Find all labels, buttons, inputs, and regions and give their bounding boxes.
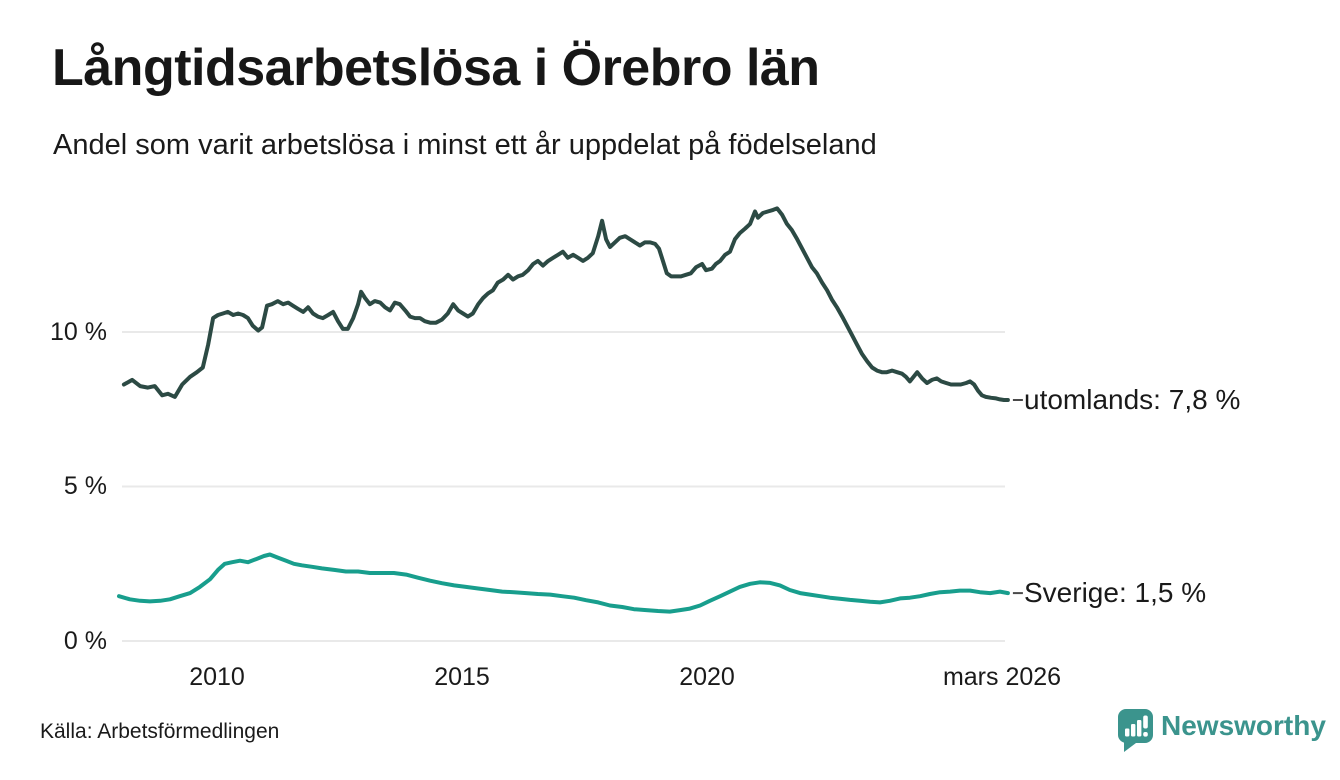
chart-subtitle: Andel som varit arbetslösa i minst ett å… — [53, 129, 877, 161]
x-axis-tick-2020: 2020 — [679, 663, 735, 691]
y-axis-tick-0: 0 % — [63, 627, 107, 655]
series-label-utomlands: utomlands: 7,8 % — [1024, 384, 1241, 415]
x-axis-tick-2015: 2015 — [434, 663, 490, 691]
newsworthy-brand: Newsworthy — [1117, 708, 1326, 753]
source-note: Källa: Arbetsförmedlingen — [40, 720, 280, 743]
page-title: Långtidsarbetslösa i Örebro län — [52, 39, 820, 97]
y-axis-tick-10: 10 % — [50, 318, 107, 346]
newsworthy-logo-icon — [1118, 709, 1153, 752]
y-axis-tick-5: 5 % — [63, 472, 107, 500]
x-axis-tick-2010: 2010 — [189, 663, 245, 691]
series-label-sverige: Sverige: 1,5 % — [1024, 577, 1207, 608]
x-axis-tick-mars-2026: mars 2026 — [942, 663, 1062, 691]
newsworthy-wordmark: Newsworthy — [1161, 710, 1326, 741]
